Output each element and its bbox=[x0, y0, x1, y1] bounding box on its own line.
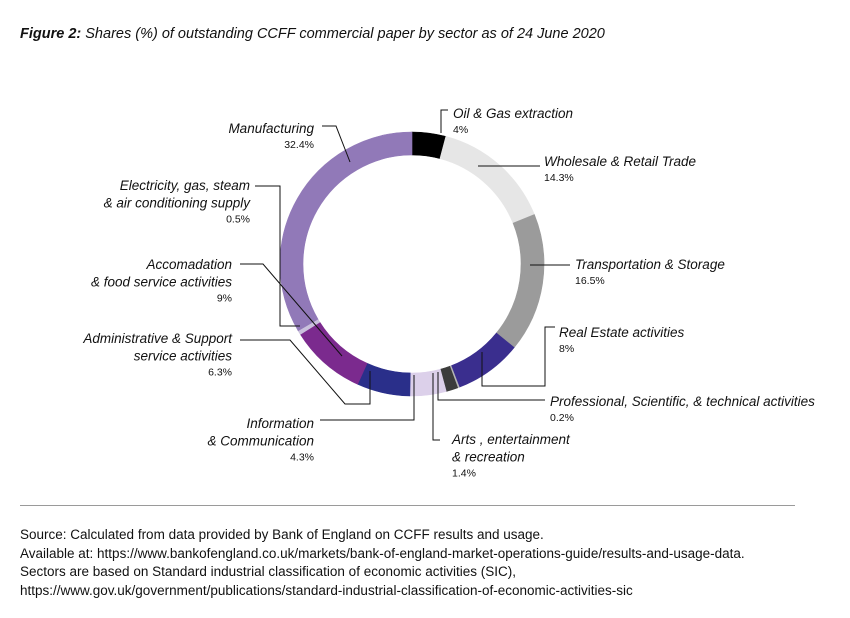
slice-value-wholesale-retail-trade: 14.3% bbox=[544, 172, 574, 184]
slice-name-oil-gas-extraction: Oil & Gas extraction bbox=[453, 106, 573, 121]
slice-labels: Oil & Gas extraction 4% Wholesale & Retail… bbox=[82, 106, 815, 480]
slice-information bbox=[409, 368, 447, 397]
slice-name-electricity-gas-steam: & air conditioning supply bbox=[104, 196, 252, 211]
divider-line bbox=[20, 505, 795, 506]
slice-value-arts-entertainment: 1.4% bbox=[452, 468, 476, 480]
slice-value-information: 4.3% bbox=[290, 452, 314, 464]
slice-value-administrative-support: 6.3% bbox=[208, 367, 232, 379]
source-notes: Source: Calculated from data provided by… bbox=[20, 526, 745, 600]
leader-lines bbox=[240, 109, 570, 441]
source-line: Available at: https://www.bankofengland.… bbox=[20, 545, 745, 561]
slice-administrative-support bbox=[357, 362, 411, 397]
slice-name-transportation-storage: Transportation & Storage bbox=[575, 257, 725, 272]
slice-name-arts-entertainment: Arts , entertainment bbox=[451, 432, 571, 447]
source-line: Source: Calculated from data provided by… bbox=[20, 527, 544, 542]
slice-name-real-estate-activities: Real Estate activities bbox=[559, 325, 685, 340]
slice-value-professional-scientific-technical-activities: 0.2% bbox=[550, 412, 574, 424]
source-line: https://www.gov.uk/government/publicatio… bbox=[20, 582, 633, 598]
slice-name-electricity-gas-steam: Electricity, gas, steam bbox=[120, 178, 250, 193]
leader-line-arts-entertainment bbox=[432, 373, 440, 441]
figure-title-text: Shares (%) of outstanding CCFF commercia… bbox=[85, 26, 605, 42]
leader-line-electricity-gas-steam bbox=[255, 185, 300, 327]
leader-line-oil-gas-extraction bbox=[440, 109, 448, 133]
leader-line-manufacturing bbox=[322, 125, 351, 163]
slice-name-information: Information bbox=[246, 416, 314, 431]
figure-title: Figure 2: Shares (%) of outstanding CCFF… bbox=[20, 26, 605, 42]
slice-name-professional-scientific-technical-activities: Professional, Scientific, & technical ac… bbox=[550, 394, 815, 409]
slice-name-information: & Communication bbox=[207, 434, 314, 449]
slice-value-transportation-storage: 16.5% bbox=[575, 275, 605, 287]
slice-name-administrative-support: Administrative & Support bbox=[82, 331, 233, 346]
donut-slices bbox=[279, 131, 545, 397]
slice-real-estate-activities bbox=[450, 332, 515, 388]
figure-title-lead: Figure 2: bbox=[20, 26, 82, 42]
donut-chart: Oil & Gas extraction 4% Wholesale & Retail… bbox=[82, 106, 815, 480]
slice-manufacturing bbox=[279, 131, 413, 332]
source-line: Sectors are based on Standard industrial… bbox=[20, 564, 516, 580]
slice-wholesale-retail-trade bbox=[439, 136, 535, 224]
slice-name-manufacturing: Manufacturing bbox=[228, 121, 314, 136]
slice-value-manufacturing: 32.4% bbox=[284, 139, 314, 151]
leader-line-professional-scientific-technical-activities bbox=[437, 372, 545, 401]
slice-accomadation bbox=[299, 321, 368, 385]
slice-name-arts-entertainment: & recreation bbox=[452, 450, 525, 465]
slice-value-electricity-gas-steam: 0.5% bbox=[226, 214, 250, 226]
slice-name-accomadation: & food service activities bbox=[91, 275, 232, 290]
leader-line-accomadation bbox=[240, 263, 343, 357]
slice-transportation-storage bbox=[495, 214, 545, 349]
slice-value-real-estate-activities: 8% bbox=[559, 343, 574, 355]
slice-name-administrative-support: service activities bbox=[134, 349, 233, 364]
leader-line-information bbox=[320, 375, 415, 421]
slice-value-accomadation: 9% bbox=[217, 293, 232, 305]
leader-line-real-estate-activities bbox=[481, 326, 555, 387]
leader-line-administrative-support bbox=[240, 339, 371, 405]
slice-name-wholesale-retail-trade: Wholesale & Retail Trade bbox=[544, 154, 696, 169]
slice-name-accomadation: Accomadation bbox=[145, 257, 232, 272]
slice-value-oil-gas-extraction: 4% bbox=[453, 124, 468, 136]
